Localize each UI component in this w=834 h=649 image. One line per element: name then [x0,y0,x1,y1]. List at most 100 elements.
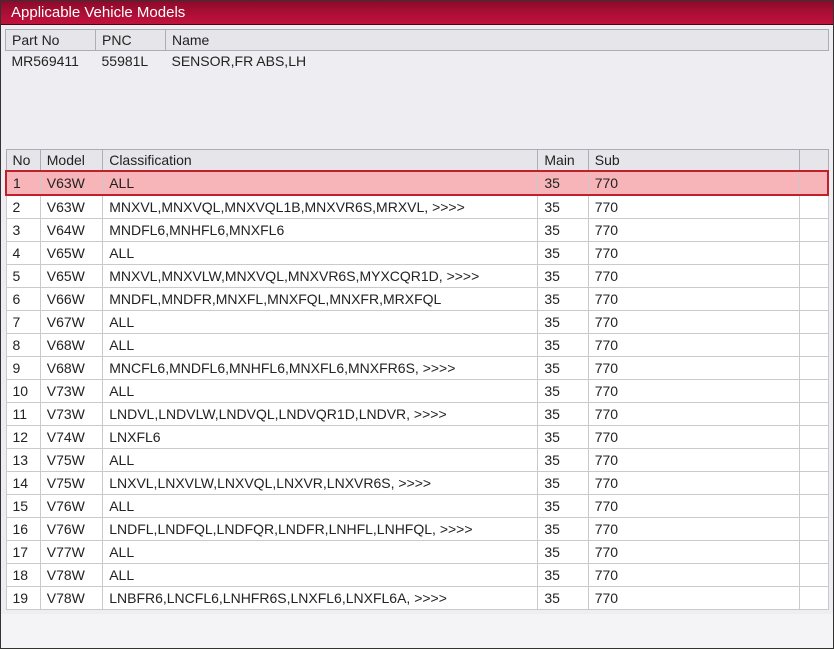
cell-main: 35 [538,171,588,195]
cell-main: 35 [538,288,588,311]
table-row[interactable]: 12V74WLNXFL635770 [6,426,828,449]
cell-model: V67W [40,311,102,334]
cell-classification: MNXVL,MNXVQL,MNXVQL1B,MNXVR6S,MRXVL, >>>… [103,195,538,219]
part-header-partno[interactable]: Part No [6,30,96,51]
cell-classification: ALL [103,380,538,403]
cell-sub: 770 [588,334,800,357]
cell-extra [800,380,828,403]
cell-model: V78W [40,587,102,610]
cell-extra [800,587,828,610]
table-row[interactable]: 4V65WALL35770 [6,242,828,265]
models-header-extra[interactable] [800,150,828,172]
cell-model: V75W [40,449,102,472]
cell-sub: 770 [588,587,800,610]
table-row[interactable]: 3V64WMNDFL6,MNHFL6,MNXFL635770 [6,219,828,242]
cell-sub: 770 [588,171,800,195]
cell-model: V74W [40,426,102,449]
cell-sub: 770 [588,472,800,495]
models-header-classification[interactable]: Classification [103,150,538,172]
cell-sub: 770 [588,242,800,265]
table-row[interactable]: 2V63WMNXVL,MNXVQL,MNXVQL1B,MNXVR6S,MRXVL… [6,195,828,219]
table-row[interactable]: 17V77WALL35770 [6,541,828,564]
table-row[interactable]: 19V78WLNBFR6,LNCFL6,LNHFR6S,LNXFL6,LNXFL… [6,587,828,610]
table-row[interactable]: 7V67WALL35770 [6,311,828,334]
part-info-table: Part No PNC Name MR569411 55981L SENSOR,… [5,29,829,71]
cell-model: V63W [40,171,102,195]
cell-model: V63W [40,195,102,219]
cell-extra [800,334,828,357]
cell-main: 35 [538,265,588,288]
window: Applicable Vehicle Models Part No PNC Na… [0,0,834,649]
cell-classification: ALL [103,541,538,564]
cell-main: 35 [538,311,588,334]
cell-classification: LNXFL6 [103,426,538,449]
table-row[interactable]: 9V68WMNCFL6,MNDFL6,MNHFL6,MNXFL6,MNXFR6S… [6,357,828,380]
cell-sub: 770 [588,564,800,587]
cell-model: V73W [40,403,102,426]
cell-model: V65W [40,265,102,288]
models-header-model[interactable]: Model [40,150,102,172]
cell-extra [800,472,828,495]
cell-main: 35 [538,564,588,587]
cell-extra [800,564,828,587]
part-pnc: 55981L [96,51,166,72]
cell-extra [800,449,828,472]
cell-extra [800,541,828,564]
cell-main: 35 [538,195,588,219]
cell-no: 2 [6,195,40,219]
cell-model: V64W [40,219,102,242]
cell-no: 10 [6,380,40,403]
cell-sub: 770 [588,357,800,380]
table-row[interactable]: 6V66WMNDFL,MNDFR,MNXFL,MNXFQL,MNXFR,MRXF… [6,288,828,311]
cell-no: 13 [6,449,40,472]
cell-classification: ALL [103,171,538,195]
cell-no: 3 [6,219,40,242]
part-header-name[interactable]: Name [166,30,829,51]
part-name: SENSOR,FR ABS,LH [166,51,829,72]
cell-no: 16 [6,518,40,541]
cell-classification: MNXVL,MNXVLW,MNXVQL,MNXVR6S,MYXCQR1D, >>… [103,265,538,288]
cell-main: 35 [538,403,588,426]
table-row[interactable]: 14V75WLNXVL,LNXVLW,LNXVQL,LNXVR,LNXVR6S,… [6,472,828,495]
models-header-no[interactable]: No [6,150,40,172]
cell-classification: ALL [103,242,538,265]
table-row[interactable]: 10V73WALL35770 [6,380,828,403]
cell-no: 11 [6,403,40,426]
cell-sub: 770 [588,380,800,403]
cell-main: 35 [538,587,588,610]
cell-no: 1 [6,171,40,195]
cell-extra [800,518,828,541]
cell-main: 35 [538,219,588,242]
table-row[interactable]: 13V75WALL35770 [6,449,828,472]
models-header-main[interactable]: Main [538,150,588,172]
cell-no: 19 [6,587,40,610]
cell-classification: ALL [103,311,538,334]
cell-extra [800,195,828,219]
window-title: Applicable Vehicle Models [11,4,185,21]
part-data-row[interactable]: MR569411 55981L SENSOR,FR ABS,LH [6,51,829,72]
part-header-pnc[interactable]: PNC [96,30,166,51]
cell-model: V73W [40,380,102,403]
cell-extra [800,171,828,195]
part-info-section: Part No PNC Name MR569411 55981L SENSOR,… [5,29,829,149]
cell-no: 17 [6,541,40,564]
content-area: Part No PNC Name MR569411 55981L SENSOR,… [1,25,833,614]
table-row[interactable]: 15V76WALL35770 [6,495,828,518]
table-row[interactable]: 16V76WLNDFL,LNDFQL,LNDFQR,LNDFR,LNHFL,LN… [6,518,828,541]
part-header-row: Part No PNC Name [6,30,829,51]
table-row[interactable]: 1V63WALL35770 [6,171,828,195]
cell-main: 35 [538,334,588,357]
cell-sub: 770 [588,495,800,518]
models-header-sub[interactable]: Sub [588,150,800,172]
cell-no: 8 [6,334,40,357]
table-row[interactable]: 18V78WALL35770 [6,564,828,587]
table-row[interactable]: 8V68WALL35770 [6,334,828,357]
table-row[interactable]: 5V65WMNXVL,MNXVLW,MNXVQL,MNXVR6S,MYXCQR1… [6,265,828,288]
models-table: No Model Classification Main Sub 1V63WAL… [5,149,829,610]
cell-extra [800,265,828,288]
cell-no: 14 [6,472,40,495]
part-partno: MR569411 [6,51,96,72]
cell-classification: LNDFL,LNDFQL,LNDFQR,LNDFR,LNHFL,LNHFQL, … [103,518,538,541]
cell-no: 15 [6,495,40,518]
table-row[interactable]: 11V73WLNDVL,LNDVLW,LNDVQL,LNDVQR1D,LNDVR… [6,403,828,426]
